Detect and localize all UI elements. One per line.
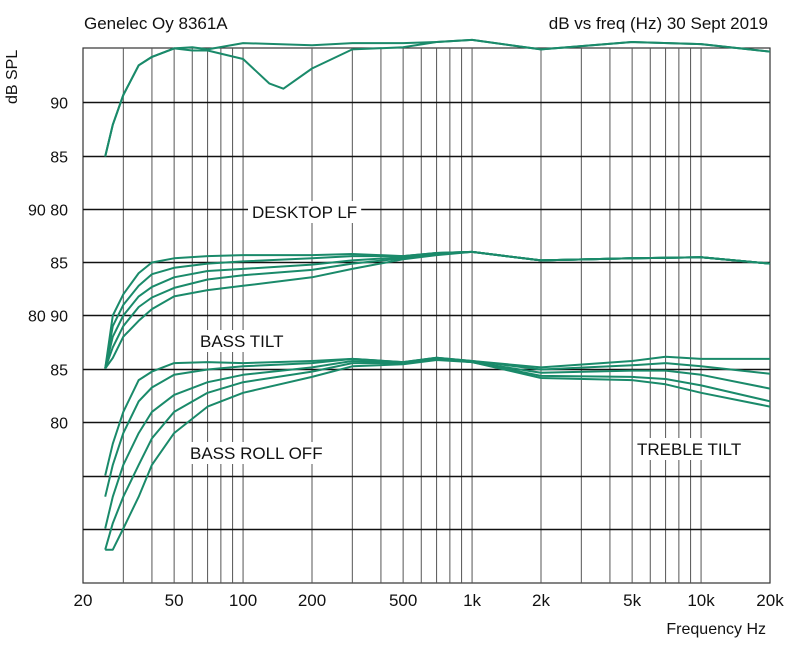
annotation-label: DESKTOP LF [252,203,357,222]
response-curve [104,356,771,497]
response-curve [104,357,771,529]
response-curve [104,357,771,550]
response-curve [104,38,771,157]
x-tick-label: 100 [229,591,257,610]
x-tick-label: 20k [756,591,784,610]
y-tick-label: 80 90 [28,309,68,326]
y-tick-label: 85 [50,363,68,380]
annotation-background [248,201,362,223]
x-axis-title: Frequency Hz [666,621,766,638]
y-tick-label: 85 [50,150,68,167]
response-curve [104,250,771,370]
response-curve [105,359,771,551]
x-tick-label: 1k [463,591,481,610]
x-tick-label: 2k [532,591,550,610]
y-tick-label: 90 [50,96,68,113]
annotation-background [186,442,327,464]
response-curve [104,355,770,476]
y-tick-label: 90 80 [28,203,68,220]
x-tick-label: 10k [687,591,715,610]
chart-title-left: Genelec Oy 8361A [84,14,228,33]
annotation-label: TREBLE TILT [637,440,741,459]
annotation-label: BASS TILT [200,332,283,351]
annotation-background [633,438,746,460]
x-tick-label: 5k [623,591,641,610]
x-tick-label: 50 [165,591,184,610]
y-tick-label: 80 [50,416,68,433]
x-tick-label: 20 [74,591,93,610]
chart-title-right: dB vs freq (Hz) 30 Sept 2019 [548,14,768,33]
x-tick-label: 200 [298,591,326,610]
response-curve [104,38,771,157]
annotation-background [196,330,288,352]
annotation-label: BASS ROLL OFF [190,444,323,463]
y-tick-label: 85 [50,256,68,273]
x-tick-label: 500 [389,591,417,610]
